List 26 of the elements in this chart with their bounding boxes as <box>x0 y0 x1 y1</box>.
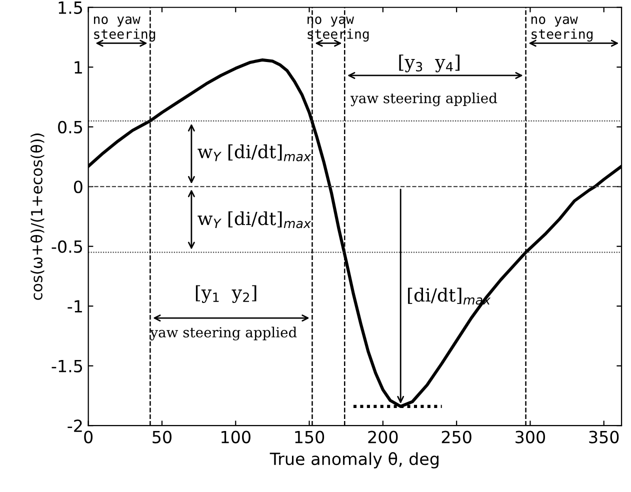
y-tick-label: -1 <box>68 300 82 312</box>
annotation: w$_{Y}$ [di/dt]$_{max}$ <box>198 211 312 228</box>
annotation: no yaw steering <box>94 16 156 42</box>
y-tick-label: 0 <box>74 180 82 194</box>
x-axis-title: True anomaly θ, deg <box>270 452 438 468</box>
y-tick-label: -1.5 <box>52 360 82 372</box>
x-tick-label: 300 <box>516 430 546 444</box>
y-tick-label: 0.5 <box>58 120 82 134</box>
y-tick-label: -0.5 <box>52 240 82 253</box>
annotation: yaw steering applied <box>150 326 297 340</box>
x-tick-label: 100 <box>222 430 250 444</box>
y-axis-title: cos(ω+θ)/(1+ecos(θ)) <box>30 134 44 300</box>
annotation: [y$_{1}$ y$_{2}$] <box>196 285 256 303</box>
x-tick-label: 50 <box>152 430 172 444</box>
x-tick-label: 0 <box>84 430 93 444</box>
x-tick-label: 350 <box>589 430 619 444</box>
x-tick-label: 250 <box>442 430 472 444</box>
x-tick-label: 150 <box>295 430 324 444</box>
annotation: no yaw steering <box>531 16 593 42</box>
annotation: w$_{Y}$ [di/dt]$_{max}$ <box>198 144 312 162</box>
annotation: [y$_{3}$ y$_{4}$] <box>399 54 460 72</box>
y-tick-label: 1 <box>74 61 82 74</box>
y-tick-label: 1.5 <box>58 2 82 14</box>
y-tick-label: -2 <box>68 420 82 432</box>
annotation: yaw steering applied <box>350 92 498 106</box>
x-tick-label: 200 <box>368 430 398 444</box>
